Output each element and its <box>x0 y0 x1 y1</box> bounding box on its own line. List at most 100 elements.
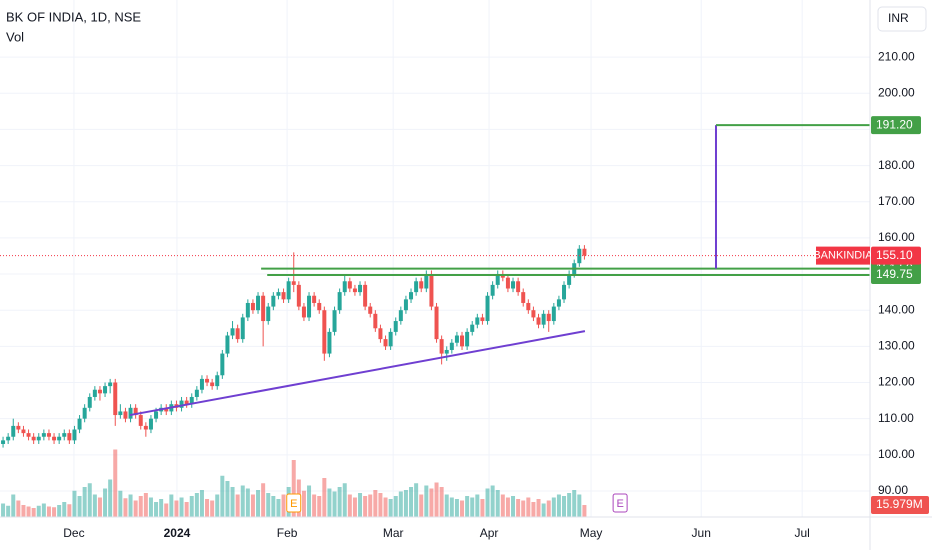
candle-body <box>403 299 408 311</box>
drawing-line <box>129 330 586 417</box>
candle-body <box>148 418 153 430</box>
volume-bar <box>582 505 587 517</box>
candle-body <box>118 411 123 416</box>
candle-body <box>449 342 454 350</box>
candle-body <box>291 281 296 285</box>
candle-body <box>373 313 378 329</box>
candle-body <box>495 274 500 285</box>
candle-body <box>347 281 352 289</box>
candle-body <box>179 400 184 408</box>
candle-body <box>276 292 281 296</box>
volume-bar <box>6 505 11 517</box>
volume-bar <box>97 497 102 517</box>
earnings-marker[interactable] <box>612 493 628 513</box>
candle-body <box>21 429 26 434</box>
volume-bar <box>500 494 505 517</box>
candle-body <box>286 281 291 300</box>
y-tick-label: 110.00 <box>878 411 914 425</box>
volume-bar <box>41 503 46 517</box>
candle-body <box>511 281 516 289</box>
candle-body <box>97 389 102 394</box>
candle-body <box>67 433 72 441</box>
currency[interactable]: INR <box>888 11 909 25</box>
symbol-label: BANKINDIA <box>813 250 873 262</box>
candle-body <box>536 317 541 325</box>
level-label: 191.20 <box>876 117 913 131</box>
volume-bar <box>189 496 194 517</box>
y-tick-label: 180.00 <box>878 158 915 172</box>
candle-body <box>113 382 118 416</box>
volume-bar <box>159 499 164 517</box>
volume-bar <box>220 475 225 517</box>
volume-bar <box>108 479 113 517</box>
candle-body <box>444 349 449 354</box>
volume-bar <box>199 490 204 517</box>
volume-bar <box>72 490 77 517</box>
candle-body <box>82 407 87 419</box>
candle-body <box>378 328 383 340</box>
last-price-label-bg <box>871 246 921 265</box>
volume-bar <box>245 488 250 517</box>
candle-body <box>551 306 556 322</box>
candle-body <box>398 310 403 322</box>
volume-bar <box>393 496 398 517</box>
y-tick-label: 210.00 <box>878 49 915 63</box>
volume-bar <box>281 494 286 517</box>
volume-bar <box>475 494 480 517</box>
chart-title: BK OF INDIA, 1D, NSE <box>6 9 141 24</box>
volume-bar <box>449 497 454 517</box>
candle-body <box>6 436 11 441</box>
candle-body <box>556 299 561 307</box>
last-price-label: 155.10 <box>876 248 913 262</box>
candle-body <box>582 248 587 256</box>
y-tick-label: 170.00 <box>878 194 915 208</box>
candle-body <box>434 306 439 340</box>
candle-body <box>281 292 286 300</box>
candle-body <box>393 321 398 332</box>
candle-body <box>184 400 189 405</box>
volume-bar <box>337 487 342 517</box>
volume-bar <box>419 494 424 517</box>
candle-body <box>322 310 327 354</box>
volume-bar <box>378 493 383 517</box>
volume-bar <box>179 497 184 517</box>
candle-body <box>296 284 301 307</box>
candle-body <box>312 295 317 303</box>
candle-body <box>36 436 41 441</box>
volume-bar <box>210 500 215 517</box>
level-label-bg <box>871 116 921 135</box>
candle-body <box>194 389 199 397</box>
volume-bar <box>164 503 169 517</box>
volume-bar <box>460 500 465 517</box>
volume-bar <box>256 490 261 517</box>
volume-bar <box>546 500 551 517</box>
volume-bar <box>536 499 541 517</box>
candle-body <box>480 317 485 322</box>
volume-bar <box>342 483 347 517</box>
candle-body <box>199 378 204 390</box>
candle-body <box>332 310 337 332</box>
candle-body <box>225 335 230 354</box>
candle-body <box>220 353 225 376</box>
candle-body <box>541 313 546 325</box>
volume-bar <box>327 488 332 517</box>
candle-body <box>454 335 459 343</box>
candle-body <box>567 274 572 285</box>
volume-bar <box>26 506 31 517</box>
candle-body <box>250 302 255 311</box>
earnings-label: E <box>616 498 623 510</box>
volume-bar <box>301 490 306 517</box>
candle-body <box>505 277 510 289</box>
currency-button[interactable] <box>877 6 927 32</box>
volume-bar <box>551 497 556 517</box>
volume-bar <box>266 493 271 517</box>
volume-bar <box>577 494 582 517</box>
overlay: 90.00100.00110.00120.00130.00140.00150.0… <box>63 49 929 540</box>
candle-body <box>62 433 67 437</box>
volume-bar <box>358 493 363 517</box>
candle-body <box>342 281 347 293</box>
earnings-marker[interactable] <box>286 493 302 513</box>
candle-body <box>189 396 194 405</box>
volume-bar <box>113 449 118 517</box>
candle-body <box>164 407 169 412</box>
